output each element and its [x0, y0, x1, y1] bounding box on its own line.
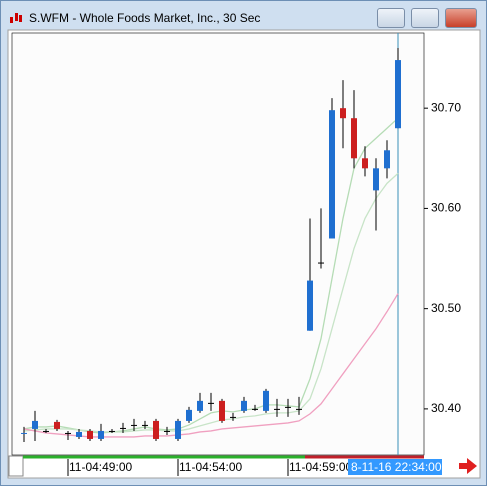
- candle-body: [263, 390, 269, 411]
- candle-body: [362, 158, 368, 169]
- moving-average: [23, 172, 399, 433]
- candle-body: [164, 430, 170, 432]
- candle-body: [274, 408, 280, 410]
- scroll-arrow[interactable]: [459, 458, 477, 474]
- plot-area: [11, 32, 425, 456]
- candle-body: [285, 406, 291, 408]
- candle-body: [197, 400, 203, 411]
- candle-body: [65, 432, 71, 434]
- candle-body: [76, 431, 82, 437]
- y-tick-label: 30.60: [431, 201, 461, 215]
- maximize-button[interactable]: [411, 8, 439, 28]
- x-tick-label: 11-04:54:00: [179, 460, 242, 474]
- candle-body: [43, 430, 49, 432]
- candle-body: [120, 427, 126, 429]
- window-title: S.WFM - Whole Foods Market, Inc., 30 Sec: [29, 11, 261, 25]
- scroll-box[interactable]: [8, 455, 24, 477]
- candle-body: [241, 400, 247, 411]
- y-tick-label: 30.70: [431, 100, 461, 114]
- candle-body: [186, 409, 192, 421]
- candle-body: [98, 430, 104, 439]
- candle-body: [32, 420, 38, 429]
- candle-body: [296, 408, 302, 410]
- candle-body: [131, 424, 137, 426]
- moving-average: [23, 293, 399, 438]
- candle-body: [54, 421, 60, 429]
- x-tick-label: 11-04:49:00: [69, 460, 132, 474]
- candle-body: [175, 420, 181, 439]
- candle-body: [109, 430, 115, 432]
- candle-body: [230, 416, 236, 418]
- moving-average: [23, 117, 399, 434]
- candle-body: [329, 110, 335, 239]
- candle-body: [21, 432, 27, 434]
- candle-body: [351, 118, 357, 159]
- candle-body: [318, 262, 324, 264]
- candle-body: [87, 430, 93, 439]
- app-icon: [10, 13, 22, 23]
- candle-body: [307, 280, 313, 331]
- candle-body: [252, 408, 258, 410]
- crosshair-label: 8-11-16 22:34:00: [351, 460, 442, 474]
- crosshair-label-box: [348, 459, 442, 475]
- x-tick-label: 11-04:59:00: [289, 460, 352, 474]
- candle-body: [142, 424, 148, 426]
- minimize-button[interactable]: [377, 8, 405, 28]
- candle-body: [373, 168, 379, 191]
- y-tick-label: 30.40: [431, 401, 461, 415]
- candle-body: [340, 108, 346, 119]
- close-button[interactable]: [445, 8, 477, 28]
- candle-body: [153, 420, 159, 439]
- candle-body: [219, 400, 225, 421]
- y-tick-label: 30.50: [431, 301, 461, 315]
- candle-body: [208, 402, 214, 404]
- candle-body: [395, 60, 401, 129]
- candle-body: [384, 150, 390, 169]
